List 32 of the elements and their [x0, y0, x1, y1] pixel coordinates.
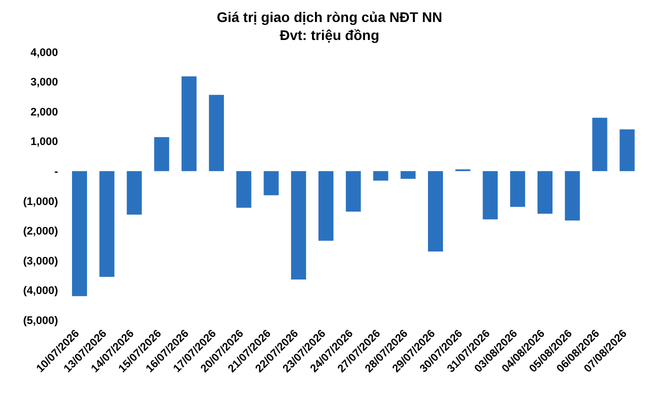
bar [154, 137, 170, 172]
bar [318, 171, 334, 241]
y-tick-label: - [54, 166, 58, 178]
bar [291, 171, 306, 280]
bar [182, 76, 197, 172]
chart-subtitle: Đvt: triệu đồng [278, 26, 380, 44]
bar [510, 171, 526, 207]
y-tick-label: (1,000) [23, 196, 58, 208]
bar [564, 171, 580, 221]
bar [482, 171, 498, 220]
bar [620, 129, 635, 172]
bar [592, 118, 608, 172]
bar [72, 171, 88, 296]
bar [264, 171, 279, 196]
bar [208, 94, 224, 172]
y-tick-label: 3,000 [30, 76, 58, 89]
bar [99, 171, 114, 277]
bar [373, 171, 388, 181]
chart-title: Giá trị giao dịch ròng của NĐT NN [216, 8, 444, 26]
y-tick-label: (2,000) [23, 226, 58, 238]
y-tick-label: 2,000 [30, 106, 58, 118]
bar [236, 171, 252, 208]
bar [126, 171, 142, 215]
y-tick-label: (3,000) [23, 255, 58, 268]
bar [400, 171, 416, 179]
bar [538, 171, 552, 214]
bar [346, 171, 361, 212]
y-tick-label: (5,000) [23, 314, 58, 327]
y-tick-label: (4,000) [23, 285, 58, 298]
bar [428, 171, 443, 252]
y-tick-label: 4,000 [30, 46, 58, 59]
y-tick-label: 1,000 [30, 136, 58, 148]
